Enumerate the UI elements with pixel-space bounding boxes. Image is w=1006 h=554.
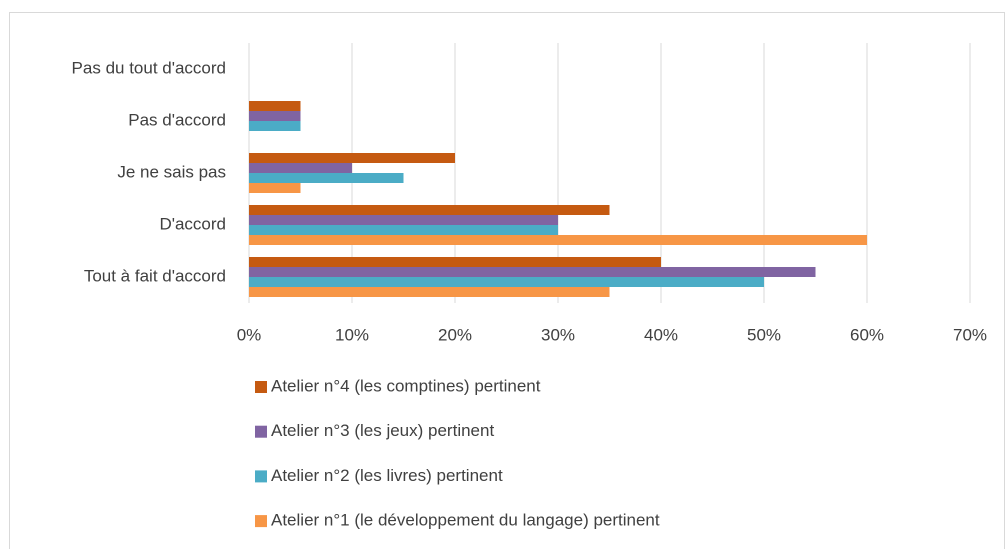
- bar: [249, 173, 404, 183]
- bar: [249, 215, 558, 225]
- y-tick-label: Pas d'accord: [128, 110, 226, 129]
- bar: [249, 277, 764, 287]
- bar: [249, 267, 816, 277]
- y-tick-label: Pas du tout d'accord: [72, 58, 226, 77]
- legend-swatch: [255, 470, 267, 483]
- legend-swatch: [255, 515, 267, 528]
- legend-label: Atelier n°1 (le développement du langage…: [271, 511, 660, 530]
- x-tick-label: 30%: [541, 325, 575, 344]
- x-tick-label: 70%: [953, 325, 987, 344]
- bar: [249, 235, 867, 245]
- bar: [249, 153, 455, 163]
- bar: [249, 287, 610, 297]
- y-tick-label: D'accord: [159, 214, 226, 233]
- bar: [249, 183, 301, 193]
- legend-label: Atelier n°2 (les livres) pertinent: [271, 466, 503, 485]
- bar: [249, 101, 301, 111]
- legend-swatch: [255, 381, 267, 393]
- x-tick-label: 50%: [747, 325, 781, 344]
- bar: [249, 111, 301, 121]
- bar: [249, 163, 352, 173]
- bar: [249, 205, 610, 215]
- x-tick-label: 10%: [335, 325, 369, 344]
- x-tick-label: 20%: [438, 325, 472, 344]
- y-tick-label: Je ne sais pas: [117, 162, 226, 181]
- y-tick-label: Tout à fait d'accord: [84, 266, 226, 285]
- x-tick-label: 40%: [644, 325, 678, 344]
- legend-label: Atelier n°3 (les jeux) pertinent: [271, 421, 494, 440]
- x-tick-label: 60%: [850, 325, 884, 344]
- bar: [249, 121, 301, 131]
- x-tick-label: 0%: [237, 325, 262, 344]
- legend-label: Atelier n°4 (les comptines) pertinent: [271, 376, 541, 395]
- bar: [249, 257, 661, 267]
- legend-swatch: [255, 425, 267, 438]
- bar: [249, 225, 558, 235]
